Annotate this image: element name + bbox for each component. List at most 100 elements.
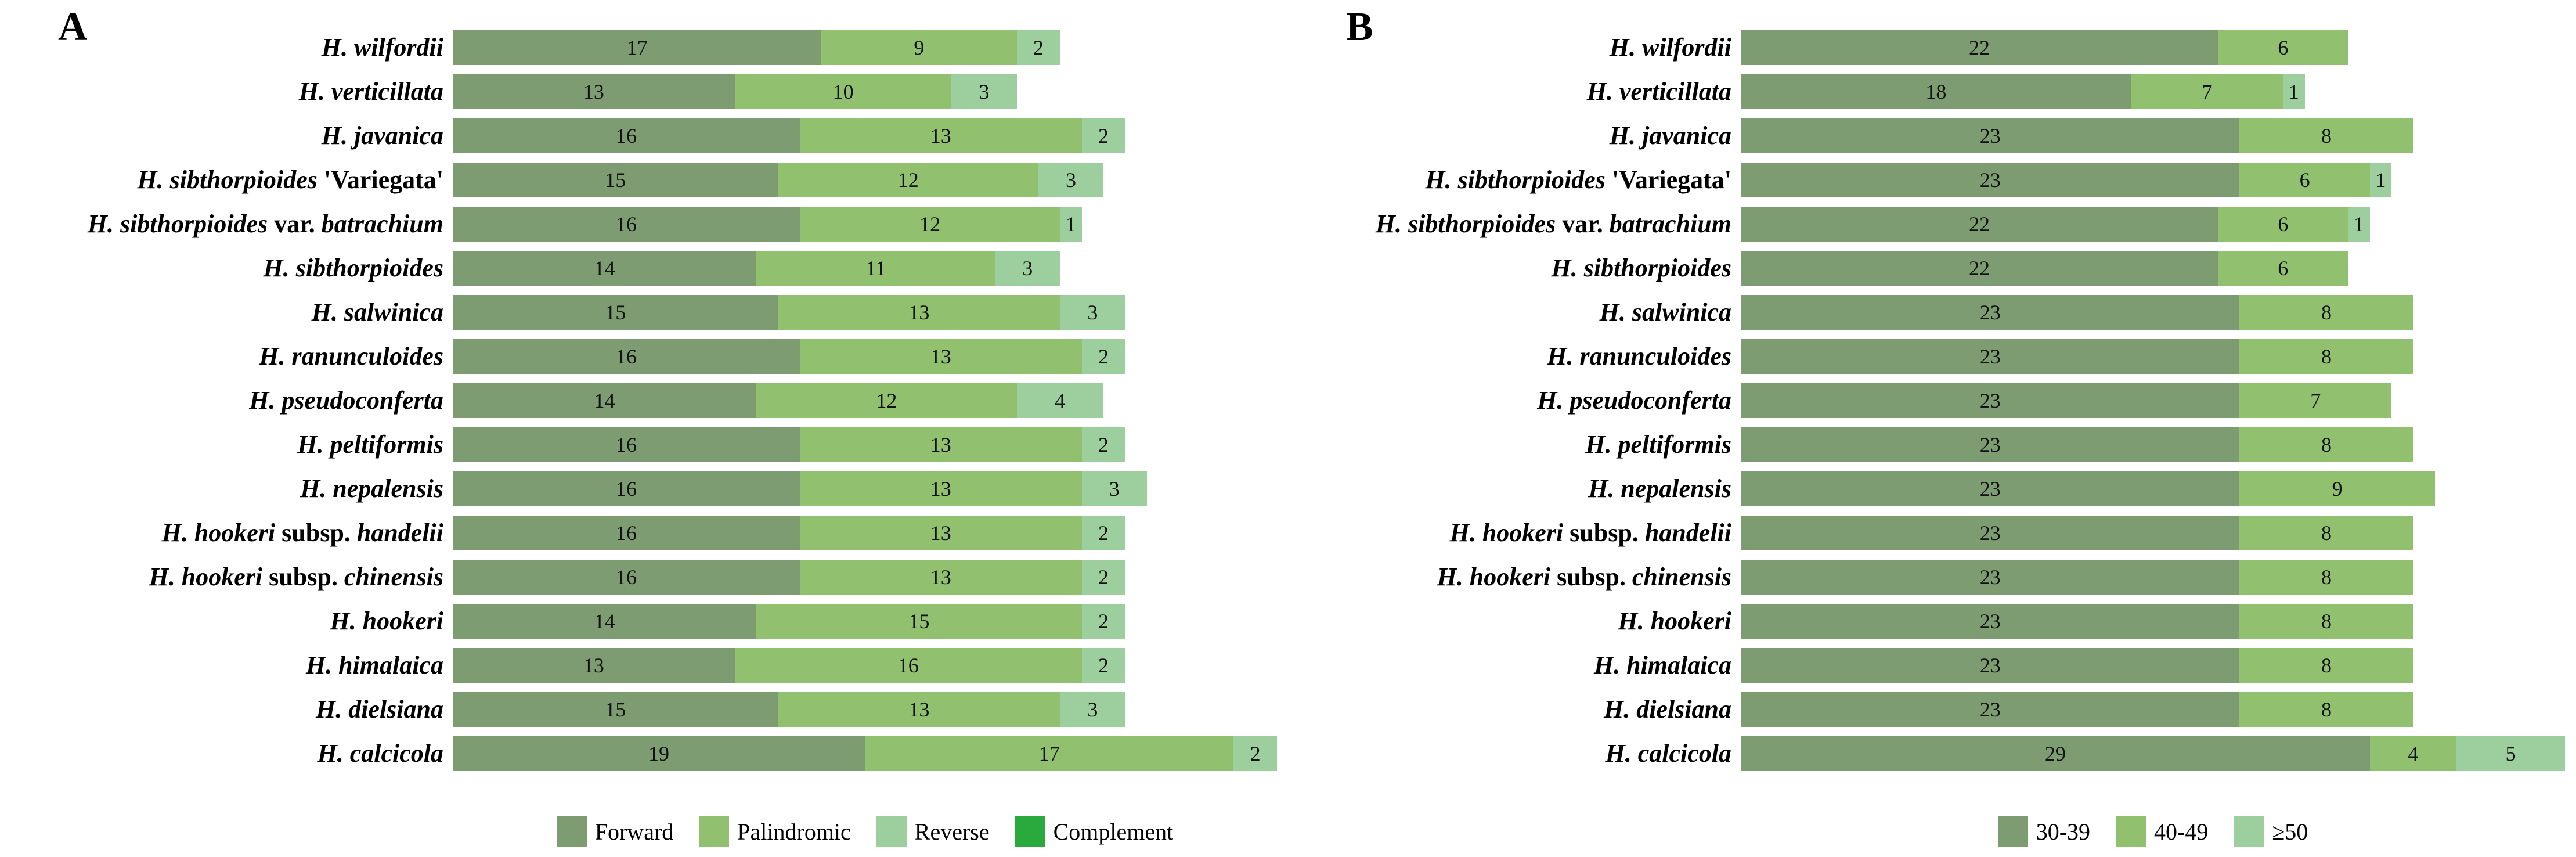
value-label: 23 (1979, 521, 2001, 545)
value-label: 9 (2332, 477, 2343, 500)
category-label-part: handelii (356, 518, 443, 547)
value-label: 23 (1979, 610, 2001, 633)
bar-segment-40-49: 8 (2239, 516, 2413, 550)
bar-track: 23 8 (1741, 516, 2565, 550)
bar-row: H. calcicola 29 4 5 (1288, 736, 2565, 771)
legend-swatch (876, 816, 907, 847)
value-label: 4 (1055, 389, 1066, 412)
bar-segment-40-49: 8 (2239, 560, 2413, 595)
bar-segment-palindromic: 16 (734, 648, 1082, 683)
legend-swatch (1997, 816, 2028, 847)
category-label: H. sibthorpioides 'Variegata' (0, 167, 453, 193)
category-label-part: H. hookeri (1449, 518, 1570, 547)
bar-track: 16 13 2 (453, 560, 1277, 595)
bar-segment-reverse: 2 (1081, 648, 1125, 683)
value-label: 8 (2321, 654, 2332, 677)
bar-segment-forward: 14 (453, 251, 757, 286)
value-label: 13 (930, 124, 951, 147)
value-label: 13 (583, 654, 604, 677)
legend-swatch (556, 816, 587, 847)
value-label: 23 (1979, 345, 2001, 368)
category-label: H. dielsiana (0, 697, 453, 722)
bar-segment-30-39: 23 (1741, 383, 2240, 418)
bar-segment-forward: 19 (453, 736, 865, 771)
bar-row: H. sibthorpioides 14 11 3 (0, 251, 1277, 286)
value-label: 15 (605, 698, 626, 721)
value-label: 7 (2202, 80, 2213, 103)
bar-track: 16 13 3 (453, 471, 1277, 506)
category-label: H. wilfordii (0, 35, 453, 60)
bar-segment-palindromic: 12 (778, 163, 1038, 197)
bar-segment-reverse: 2 (1081, 604, 1125, 639)
category-label: H. sibthorpioides var. batrachium (0, 211, 453, 237)
bar-segment-40-49: 4 (2369, 736, 2457, 771)
value-label: 2 (1098, 566, 1109, 589)
bar-track: 23 8 (1741, 295, 2565, 330)
value-label: 17 (626, 36, 648, 59)
value-label: 22 (1969, 36, 1990, 59)
bar-track: 16 13 2 (453, 516, 1277, 550)
bar-segment-30-39: 23 (1741, 339, 2240, 374)
panel-b-legend: 30-39 40-49 ≥50 (1741, 816, 2565, 847)
bar-segment-palindromic: 13 (799, 427, 1082, 462)
bar-row: H. hookeri subsp. handelii 16 13 2 (0, 516, 1277, 550)
bar-segment-reverse: 3 (1060, 295, 1125, 330)
legend-item-palindromic: Palindromic (699, 816, 851, 847)
bar-segment-40-49: 8 (2239, 118, 2413, 153)
panel-a: A H. wilfordii 17 9 2 H. verticillata 13 10 3 H.… (0, 5, 1277, 847)
bar-row: H. sibthorpioides var. batrachium 22 6 1 (1288, 207, 2565, 242)
legend-item-forward: Forward (556, 816, 673, 847)
bar-segment-40-49: 7 (2239, 383, 2392, 418)
value-label: 18 (1925, 80, 1947, 103)
bar-track: 16 13 2 (453, 427, 1277, 462)
value-label: 6 (2299, 168, 2310, 192)
value-label: 13 (583, 80, 604, 103)
value-label: 23 (1979, 698, 2001, 721)
bar-segment-reverse: 2 (1081, 560, 1125, 595)
bar-segment-30-39: 22 (1741, 251, 2218, 286)
panel-a-letter: A (58, 5, 88, 49)
value-label: 9 (914, 36, 925, 59)
bar-row: H. hookeri subsp. handelii 23 8 (1288, 516, 2565, 550)
bar-track: 14 11 3 (453, 251, 1277, 286)
legend-item-40-49: 40-49 (2116, 816, 2208, 847)
category-label-part: H. nepalensis (1588, 474, 1731, 503)
bar-segment-30-39: 23 (1741, 692, 2240, 727)
bar-segment-40-49: 8 (2239, 692, 2413, 727)
category-label-part: subsp. (269, 563, 344, 591)
legend-label: Palindromic (737, 818, 851, 845)
bar-segment-forward: 17 (453, 30, 822, 65)
bar-segment-forward: 15 (453, 692, 778, 727)
category-label: H. hookeri subsp. handelii (0, 520, 453, 546)
bar-track: 23 8 (1741, 648, 2565, 683)
category-label-part: var. (274, 210, 322, 238)
value-label: 23 (1979, 389, 2001, 412)
value-label: 2 (1098, 433, 1109, 456)
bar-segment-forward: 16 (453, 207, 800, 242)
bar-row: H. ranunculoides 23 8 (1288, 339, 2565, 374)
value-label: 2 (1098, 610, 1109, 633)
category-label: H. ranunculoides (0, 344, 453, 369)
bar-row: H. hookeri subsp. chinensis 23 8 (1288, 560, 2565, 595)
bar-row: H. dielsiana 15 13 3 (0, 692, 1277, 727)
category-label: H. sibthorpioides var. batrachium (1288, 211, 1741, 237)
panel-b: B H. wilfordii 22 6 H. verticillata 18 7 1 H. j… (1288, 0, 2576, 857)
value-label: 16 (615, 566, 637, 589)
value-label: 2 (1033, 36, 1044, 59)
category-label-part: H. javanica (1609, 121, 1731, 150)
bar-segment-palindromic: 13 (799, 560, 1082, 595)
legend-label: Complement (1053, 818, 1174, 845)
category-label-part: handelii (1644, 518, 1731, 547)
value-label: 14 (594, 389, 615, 412)
bar-row: H. javanica 23 8 (1288, 118, 2565, 153)
value-label: 13 (930, 433, 951, 456)
bar-segment-forward: 13 (453, 74, 735, 109)
bar-segment-reverse: 2 (1081, 118, 1125, 153)
category-label-part: H. dielsiana (1603, 695, 1731, 723)
bar-segment--50: 1 (2369, 163, 2392, 197)
category-label-part: H. sibthorpioides (263, 254, 444, 282)
value-label: 23 (1979, 654, 2001, 677)
legend-item-reverse: Reverse (876, 816, 990, 847)
category-label: H. sibthorpioides (0, 255, 453, 281)
category-label: H. nepalensis (1288, 476, 1741, 502)
